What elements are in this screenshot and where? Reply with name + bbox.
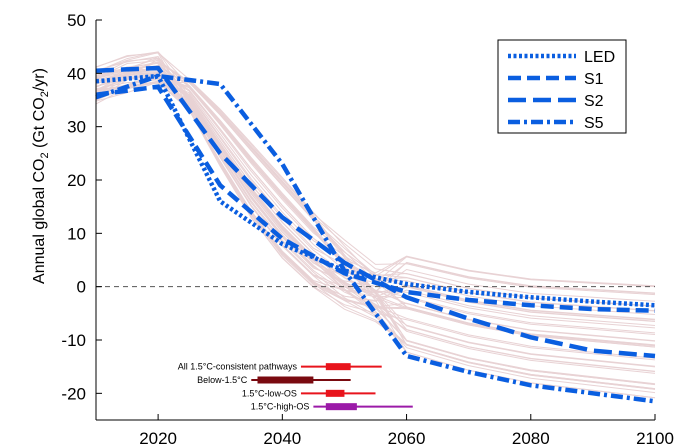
range-row: 1.5°C-low-OS [242,388,376,398]
legend-item: LED [508,49,615,66]
x-tick-label: 2040 [263,429,301,446]
legend-label: S5 [584,115,604,132]
range-row: Below-1.5°C [197,375,351,385]
y-tick-label: 10 [67,224,86,243]
range-row: 1.5°C-high-OS [251,402,413,412]
pathway-ranges: All 1.5°C-consistent pathways Below-1.5°C… [178,362,413,412]
range-box [325,389,345,397]
background-pathway-line [95,51,656,368]
range-label: All 1.5°C-consistent pathways [178,362,298,372]
x-tick-label: 2100 [636,429,674,446]
y-tick-label: 30 [67,118,86,137]
legend-item: S1 [508,71,604,88]
legend-label: S2 [584,93,604,110]
y-tick-label: 20 [67,171,86,190]
legend-label: S1 [584,71,604,88]
x-tick-label: 2020 [139,429,177,446]
legend-label: LED [584,49,615,66]
series-lines [95,65,656,404]
y-tick-label: -10 [61,331,86,350]
background-pathway-line [95,75,656,294]
y-tick-label: -20 [61,384,86,403]
y-tick-label: 40 [67,64,86,83]
background-pathway-line [95,65,656,312]
y-tick-label: 0 [77,278,86,297]
y-tick-label: 50 [67,11,86,30]
range-row: All 1.5°C-consistent pathways [178,362,382,372]
range-label: 1.5°C-low-OS [242,388,297,398]
range-label: 1.5°C-high-OS [251,402,310,412]
legend-item: S2 [508,93,604,110]
x-tick-label: 2080 [512,429,550,446]
legend: LED S1 S2 S5 [497,39,627,134]
axes: -20 -10 0 10 20 30 40 50 2020 2040 2060 2080 2100 [61,11,673,446]
series-line-s5 [95,73,656,404]
y-axis-title: Annual global CO2 (Gt CO2/yr) [31,68,51,284]
range-box [325,403,357,411]
background-pathway-line [95,58,656,359]
legend-item: S5 [508,115,604,132]
range-box [257,376,314,384]
range-label: Below-1.5°C [197,375,248,385]
series-line-s1 [95,84,656,313]
range-box [325,363,351,371]
x-tick-label: 2060 [388,429,426,446]
series-line-s2 [95,65,656,359]
